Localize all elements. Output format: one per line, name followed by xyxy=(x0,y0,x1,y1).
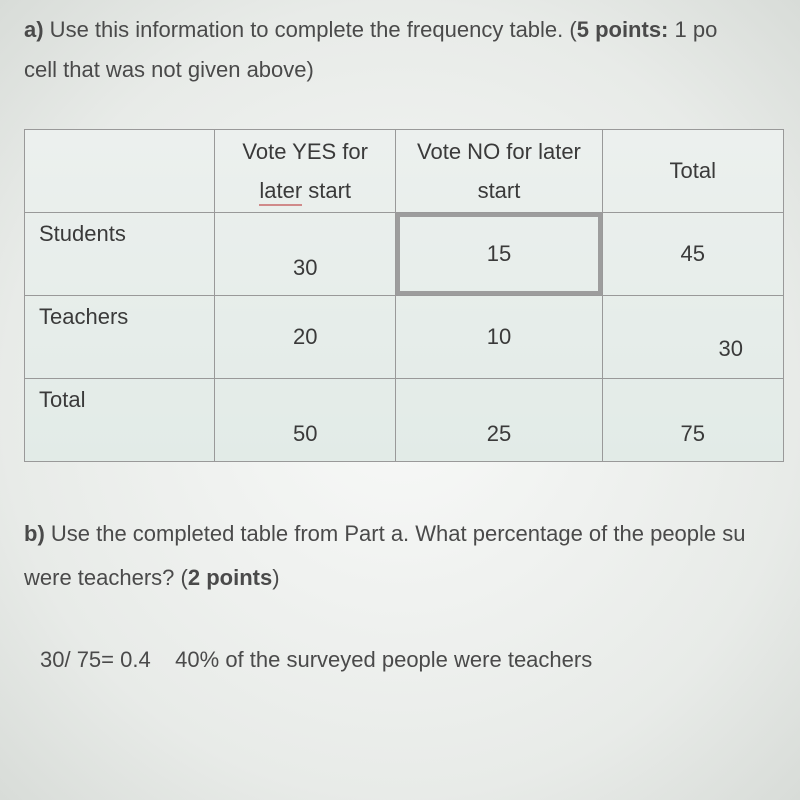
row-teachers-label: Teachers xyxy=(25,296,215,379)
cell-teachers-no[interactable]: 10 xyxy=(396,296,602,379)
header-blank xyxy=(25,130,215,213)
part-b-text3: ) xyxy=(272,565,279,590)
val-total-no: 25 xyxy=(396,414,601,454)
cell-students-total[interactable]: 45 xyxy=(602,213,783,296)
header-no-line2: start xyxy=(478,178,521,203)
part-b-label: b) xyxy=(24,521,45,546)
val-total-total: 75 xyxy=(603,414,783,454)
answer-b-gap xyxy=(151,647,175,672)
val-students-total: 45 xyxy=(681,241,705,266)
val-teachers-no: 10 xyxy=(487,324,511,349)
header-yes: Vote YES for later start xyxy=(215,130,396,213)
cell-students-no[interactable]: 15 xyxy=(396,213,602,296)
cell-teachers-yes[interactable]: 20 xyxy=(215,296,396,379)
frequency-table: Vote YES for later start Vote NO for lat… xyxy=(24,129,784,462)
table-header-row: Vote YES for later start Vote NO for lat… xyxy=(25,130,784,213)
header-yes-line1: Vote YES for xyxy=(242,139,368,164)
part-a-text3: cell that was not given above) xyxy=(24,57,314,82)
row-students-label: Students xyxy=(25,213,215,296)
table-row-students: Students 30 15 45 xyxy=(25,213,784,296)
cell-students-yes[interactable]: 30 xyxy=(215,213,396,296)
part-b-text1: Use the completed table from Part a. Wha… xyxy=(45,521,746,546)
header-no: Vote NO for later start xyxy=(396,130,602,213)
row-total-label: Total xyxy=(25,379,215,462)
part-a-text1: Use this information to complete the fre… xyxy=(44,17,577,42)
worksheet-page: a) Use this information to complete the … xyxy=(0,0,800,680)
header-no-line1: Vote NO for later xyxy=(417,139,581,164)
answer-b-calc: 30/ 75= 0.4 xyxy=(40,647,151,672)
part-b-prompt: b) Use the completed table from Part a. … xyxy=(24,512,800,600)
header-total-text: Total xyxy=(670,158,716,183)
part-b-text2: were teachers? ( xyxy=(24,565,188,590)
header-yes-later: later xyxy=(259,178,302,206)
part-a-points: 5 points: xyxy=(577,17,669,42)
part-a-text2: 1 po xyxy=(668,17,717,42)
table-row-total: Total 50 25 75 xyxy=(25,379,784,462)
answer-b-statement: 40% of the surveyed people were teachers xyxy=(175,647,592,672)
part-b-answer: 30/ 75= 0.4 40% of the surveyed people w… xyxy=(24,640,800,680)
val-teachers-total: 30 xyxy=(719,329,743,369)
cell-total-total[interactable]: 75 xyxy=(602,379,783,462)
cell-teachers-total[interactable]: 30 xyxy=(602,296,783,379)
part-a-label: a) xyxy=(24,17,44,42)
header-yes-start: start xyxy=(302,178,351,203)
cell-total-no[interactable]: 25 xyxy=(396,379,602,462)
val-students-yes: 30 xyxy=(215,248,395,288)
part-b-points: 2 points xyxy=(188,565,272,590)
val-students-no: 15 xyxy=(487,241,511,266)
header-total: Total xyxy=(602,130,783,213)
cell-total-yes[interactable]: 50 xyxy=(215,379,396,462)
part-a-prompt: a) Use this information to complete the … xyxy=(24,10,800,89)
val-total-yes: 50 xyxy=(215,414,395,454)
table-row-teachers: Teachers 20 10 30 xyxy=(25,296,784,379)
val-teachers-yes: 20 xyxy=(293,324,317,349)
